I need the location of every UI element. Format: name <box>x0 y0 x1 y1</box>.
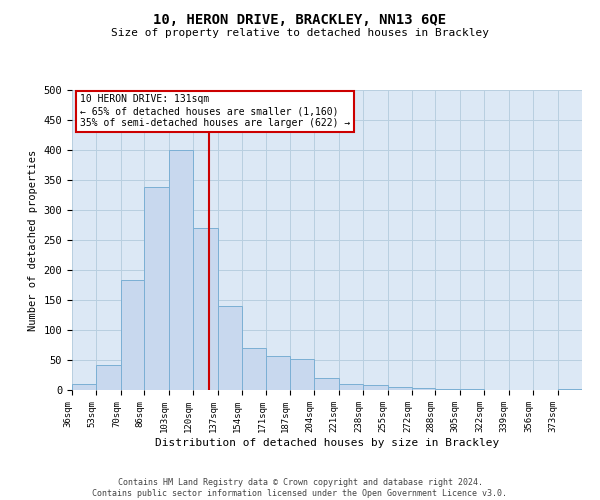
Text: Size of property relative to detached houses in Brackley: Size of property relative to detached ho… <box>111 28 489 38</box>
Bar <box>290 359 314 390</box>
Bar <box>144 187 169 390</box>
Bar <box>412 388 435 390</box>
Bar <box>218 306 242 390</box>
Bar <box>388 387 412 390</box>
Bar <box>435 389 460 390</box>
Text: Contains HM Land Registry data © Crown copyright and database right 2024.
Contai: Contains HM Land Registry data © Crown c… <box>92 478 508 498</box>
Bar <box>363 385 388 390</box>
Bar <box>314 378 338 390</box>
Y-axis label: Number of detached properties: Number of detached properties <box>28 150 38 330</box>
Bar <box>97 365 121 390</box>
Bar <box>121 280 144 390</box>
Bar <box>266 356 290 390</box>
Text: 10 HERON DRIVE: 131sqm
← 65% of detached houses are smaller (1,160)
35% of semi-: 10 HERON DRIVE: 131sqm ← 65% of detached… <box>80 94 350 128</box>
Bar <box>169 150 193 390</box>
X-axis label: Distribution of detached houses by size in Brackley: Distribution of detached houses by size … <box>155 438 499 448</box>
Text: 10, HERON DRIVE, BRACKLEY, NN13 6QE: 10, HERON DRIVE, BRACKLEY, NN13 6QE <box>154 12 446 26</box>
Bar <box>193 228 218 390</box>
Bar <box>338 384 363 390</box>
Bar <box>72 384 97 390</box>
Bar <box>242 348 266 390</box>
